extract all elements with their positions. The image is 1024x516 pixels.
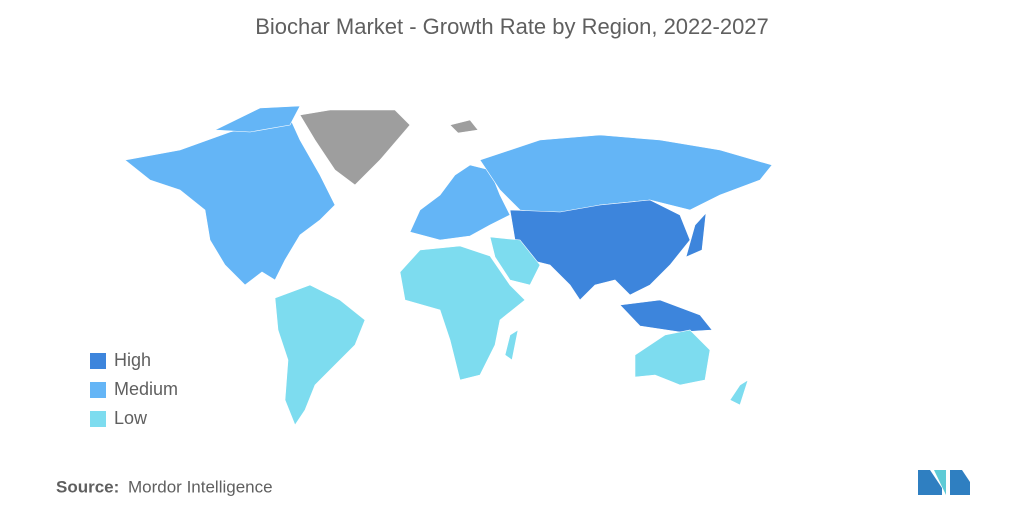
legend-label: Low: [114, 408, 148, 428]
legend: High Medium Low: [90, 350, 178, 428]
logo-part: [918, 470, 942, 495]
middle-east: [489, 236, 541, 286]
greenland: [299, 109, 411, 186]
africa: [399, 245, 526, 381]
legend-swatch: [90, 382, 106, 398]
logo: [918, 470, 970, 495]
source-label: Source:: [56, 477, 119, 496]
legend-swatch: [90, 353, 106, 369]
logo-part: [934, 470, 946, 495]
indonesia: [619, 299, 713, 333]
legend-swatch: [90, 411, 106, 427]
south-america: [274, 284, 366, 426]
arctic-islands: [213, 105, 301, 133]
svalbard: [449, 119, 479, 134]
logo-part: [950, 470, 970, 495]
japan: [685, 212, 707, 258]
source-text: Mordor Intelligence: [128, 477, 273, 496]
title: Biochar Market - Growth Rate by Region, …: [255, 14, 769, 39]
madagascar: [504, 329, 519, 361]
australia: [634, 329, 711, 386]
asia-pacific: [509, 199, 691, 301]
north-america: [124, 117, 336, 286]
new-zealand: [729, 379, 749, 406]
legend-label: High: [114, 350, 151, 370]
legend-label: Medium: [114, 379, 178, 399]
world-map: [124, 105, 773, 426]
